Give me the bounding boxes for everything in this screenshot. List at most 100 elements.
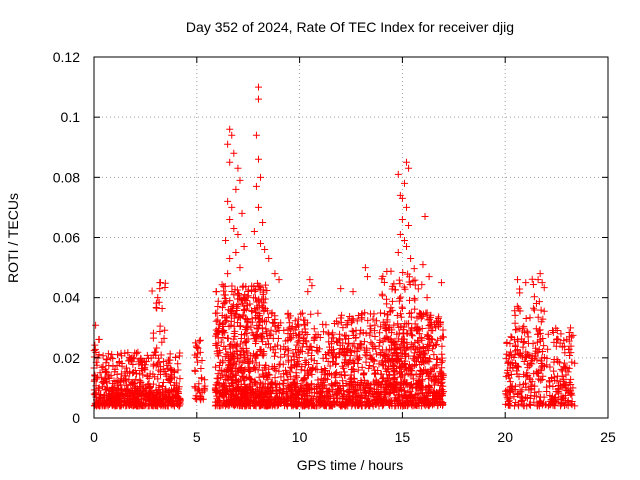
data-point xyxy=(252,337,260,345)
data-point xyxy=(121,377,129,385)
data-point xyxy=(307,355,315,363)
data-point xyxy=(396,343,404,351)
data-point xyxy=(221,299,229,307)
data-point xyxy=(156,371,164,379)
data-point xyxy=(164,389,172,397)
data-point xyxy=(221,318,229,326)
data-point xyxy=(560,380,568,388)
data-point xyxy=(173,398,181,406)
data-point xyxy=(378,275,386,283)
data-point xyxy=(145,380,153,388)
data-point xyxy=(271,380,279,388)
data-point xyxy=(256,379,264,387)
data-point xyxy=(222,372,230,380)
data-point xyxy=(398,215,406,223)
data-point xyxy=(113,389,121,397)
data-point xyxy=(379,378,387,386)
data-point xyxy=(244,325,252,333)
data-point xyxy=(244,319,252,327)
data-point xyxy=(536,270,544,278)
data-point xyxy=(104,350,112,358)
data-point xyxy=(235,290,243,298)
data-point xyxy=(325,330,333,338)
data-point xyxy=(134,393,142,401)
data-point xyxy=(176,375,184,383)
data-point xyxy=(300,376,308,384)
data-point xyxy=(551,402,559,410)
data-point xyxy=(503,393,511,401)
data-point xyxy=(253,380,261,388)
data-point xyxy=(383,316,391,324)
data-point xyxy=(159,394,167,402)
y-tick-label: 0.08 xyxy=(53,169,80,185)
data-point xyxy=(259,295,267,303)
data-point xyxy=(565,352,573,360)
data-point xyxy=(514,363,522,371)
data-point xyxy=(122,399,130,407)
data-point xyxy=(379,399,387,407)
data-point xyxy=(307,310,315,318)
data-point xyxy=(431,395,439,403)
data-point xyxy=(291,326,299,334)
data-point xyxy=(509,364,517,372)
data-point xyxy=(132,375,140,383)
data-point xyxy=(519,324,527,332)
data-point xyxy=(396,295,404,303)
data-point xyxy=(224,376,232,384)
data-point xyxy=(250,363,258,371)
data-point xyxy=(522,279,530,287)
data-point xyxy=(348,317,356,325)
data-point xyxy=(328,331,336,339)
data-point xyxy=(341,372,349,380)
data-point xyxy=(375,360,383,368)
data-point xyxy=(224,402,232,410)
data-point xyxy=(569,331,577,339)
data-point xyxy=(259,218,267,226)
data-point xyxy=(272,328,280,336)
data-point xyxy=(285,356,293,364)
data-point xyxy=(290,356,298,364)
data-point xyxy=(310,336,318,344)
data-point xyxy=(367,354,375,362)
data-point xyxy=(287,393,295,401)
data-point xyxy=(287,335,295,343)
data-point xyxy=(437,334,445,342)
data-point xyxy=(394,170,402,178)
data-point xyxy=(95,335,103,343)
data-point xyxy=(349,288,357,296)
data-point xyxy=(512,359,520,367)
data-point xyxy=(565,329,573,337)
data-point xyxy=(275,276,283,284)
data-point xyxy=(567,389,575,397)
data-point xyxy=(314,382,322,390)
data-point xyxy=(364,317,372,325)
data-point xyxy=(560,337,568,345)
data-point xyxy=(416,354,424,362)
y-tick-label: 0.1 xyxy=(61,109,81,125)
data-point xyxy=(431,372,439,380)
data-point xyxy=(118,362,126,370)
data-point xyxy=(252,131,260,139)
data-point xyxy=(414,285,422,293)
data-point xyxy=(304,288,312,296)
data-point xyxy=(405,319,413,327)
data-point xyxy=(412,383,420,391)
data-point xyxy=(304,349,312,357)
data-point xyxy=(530,370,538,378)
data-point xyxy=(96,369,104,377)
data-point xyxy=(390,280,398,288)
data-point xyxy=(437,279,445,287)
data-point xyxy=(238,359,246,367)
data-point xyxy=(266,331,274,339)
data-point xyxy=(244,292,252,300)
data-point xyxy=(545,377,553,385)
data-point xyxy=(226,125,234,133)
data-point xyxy=(313,390,321,398)
data-point xyxy=(396,230,404,238)
data-point xyxy=(271,374,279,382)
data-point xyxy=(427,311,435,319)
data-point xyxy=(285,314,293,322)
data-point xyxy=(255,309,263,317)
data-point xyxy=(544,402,552,410)
data-point xyxy=(100,392,108,400)
